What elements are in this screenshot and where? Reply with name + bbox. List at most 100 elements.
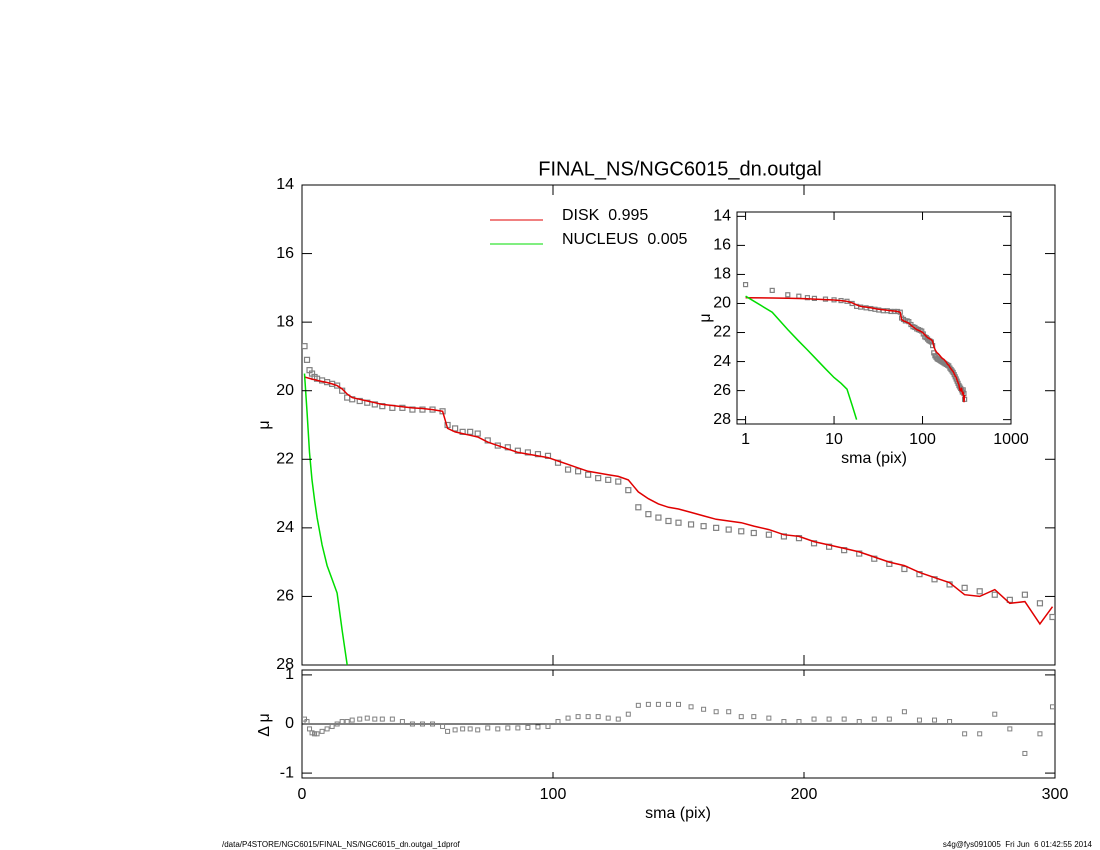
inset-x-label: sma (pix)	[841, 450, 907, 467]
y-tick-label: 26	[276, 588, 294, 605]
data-point	[713, 524, 720, 531]
data-point	[356, 397, 363, 405]
residual-point	[379, 716, 385, 722]
data-point	[991, 591, 998, 598]
y-tick-label: 0	[285, 715, 294, 732]
residual-point	[871, 716, 877, 722]
data-point	[804, 295, 811, 301]
residual-point	[1037, 731, 1043, 737]
y-tick-label: 20	[276, 382, 294, 399]
inset-y-tick-label: 18	[713, 266, 731, 283]
residual-point	[329, 723, 335, 729]
residual-point	[841, 716, 847, 722]
model-line	[303, 373, 348, 665]
legend-label: DISK 0.995	[562, 207, 648, 224]
residual-point	[555, 719, 561, 725]
data-point	[574, 468, 582, 475]
residual-point	[726, 709, 732, 715]
residual-point	[460, 726, 466, 732]
data-point	[615, 478, 622, 485]
residual-point	[992, 711, 998, 717]
data-point	[856, 550, 863, 557]
model-line	[745, 296, 966, 403]
residual-point	[357, 716, 363, 722]
data-point	[700, 523, 707, 530]
residual-point	[826, 716, 832, 722]
data-point	[645, 511, 652, 518]
inset-y-tick-label: 22	[713, 324, 731, 341]
data-point	[810, 540, 818, 547]
residual-point	[766, 715, 772, 721]
data-point	[665, 517, 672, 525]
data-point	[334, 382, 341, 389]
residual-point	[430, 721, 436, 727]
data-point	[765, 531, 772, 538]
x-axis-label: sma (pix)	[645, 805, 711, 822]
data-point	[303, 356, 311, 363]
residual-point	[645, 701, 651, 707]
inset-y-tick-label: 16	[713, 237, 731, 254]
x-tick-label: 300	[1042, 786, 1069, 803]
data-point	[738, 528, 745, 535]
residual-point	[445, 728, 451, 734]
residual-point	[655, 701, 661, 707]
residual-point	[738, 714, 744, 720]
chart-title: FINAL_NS/NGC6015_dn.outgal	[538, 158, 822, 180]
residual-point	[339, 719, 345, 725]
y-axis-label: Δ μ	[256, 713, 273, 736]
data-point	[769, 287, 775, 294]
model-line	[745, 295, 858, 420]
inset-y-tick-label: 26	[713, 382, 731, 399]
y-axis-label: μ	[256, 420, 273, 429]
residual-point	[901, 709, 907, 715]
residual-point	[525, 724, 531, 730]
data-point	[419, 406, 426, 413]
residual-point	[962, 731, 968, 737]
residual-point	[364, 715, 370, 721]
y-tick-label: 16	[276, 245, 294, 262]
residual-point	[334, 721, 340, 727]
residual-point	[1022, 750, 1028, 756]
residual-point	[535, 724, 541, 730]
data-point	[605, 476, 612, 483]
model-line	[304, 376, 1054, 626]
data-point	[687, 521, 695, 528]
data-point	[467, 428, 474, 435]
residual-point	[314, 731, 320, 737]
residual-point	[349, 717, 355, 723]
residual-point	[605, 715, 611, 721]
residual-point	[372, 716, 378, 722]
y-tick-label: 1	[285, 666, 294, 683]
data-point	[564, 466, 572, 473]
residual-point	[701, 706, 707, 712]
inset-y-tick-label: 20	[713, 295, 731, 312]
data-point	[655, 514, 662, 521]
data-point	[901, 565, 908, 573]
residual-point	[625, 711, 631, 717]
x-tick-label: 100	[540, 786, 567, 803]
data-point	[595, 475, 602, 482]
inset-x-tick-label: 1	[741, 431, 750, 448]
residual-point	[319, 728, 325, 734]
inset-x-tick-label: 1000	[993, 431, 1029, 448]
y-tick-label: 14	[276, 176, 294, 193]
residual-point	[467, 726, 473, 732]
data-point	[585, 471, 592, 478]
residual-point	[796, 719, 802, 725]
residual-point	[977, 731, 983, 737]
footer-stamp: s4g@fys091005 Fri Jun 6 01:42:55 2014	[943, 840, 1093, 849]
data-point	[1021, 591, 1028, 598]
residual-point	[676, 701, 681, 707]
inset-y-label: μ	[697, 313, 714, 322]
y-tick-label: 22	[276, 451, 294, 468]
residual-point	[324, 726, 330, 732]
data-point	[302, 343, 308, 350]
residual-point	[505, 725, 511, 731]
data-point	[409, 406, 416, 413]
residual-point	[947, 719, 953, 725]
residual-point	[1049, 704, 1055, 710]
data-point	[452, 425, 459, 432]
data-point	[795, 535, 803, 542]
data-point	[750, 529, 757, 537]
